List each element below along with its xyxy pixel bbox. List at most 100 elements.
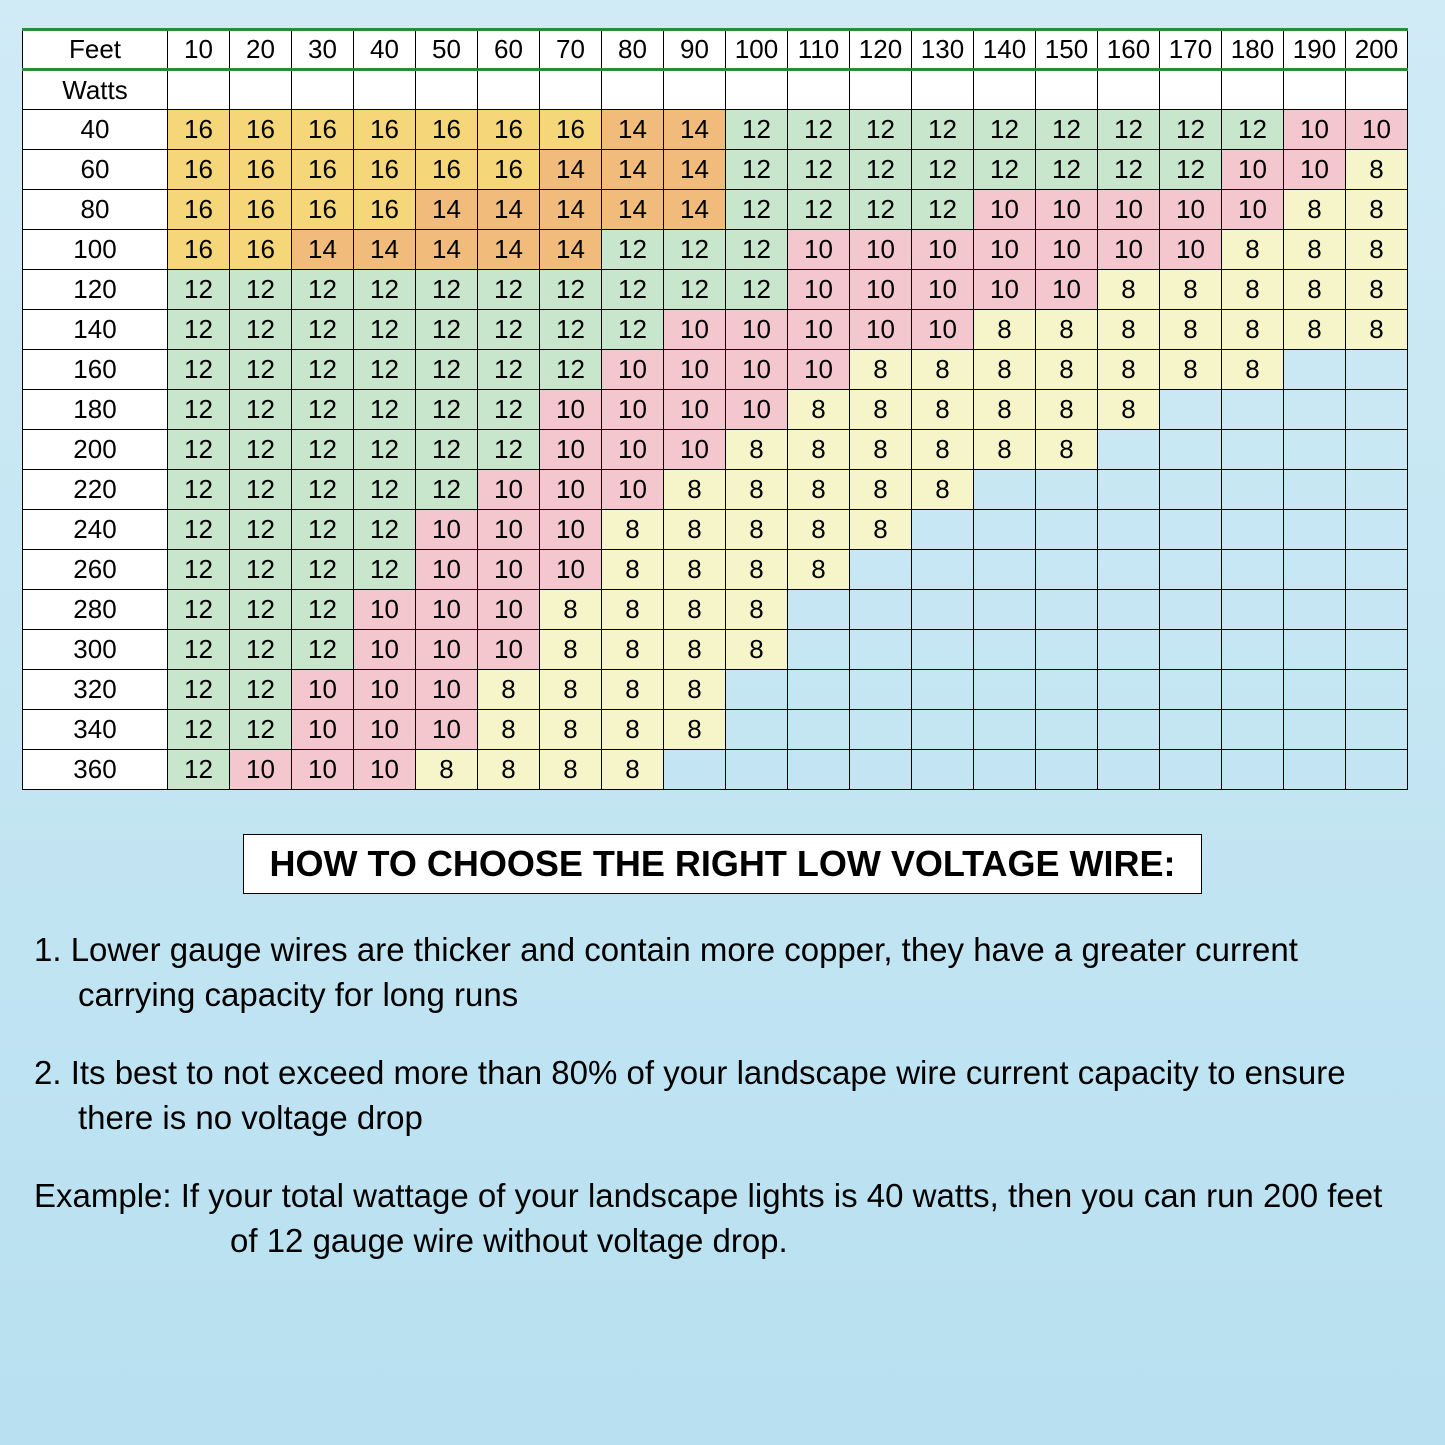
empty-cell — [1346, 670, 1408, 710]
gauge-cell: 12 — [478, 270, 540, 310]
gauge-cell: 12 — [478, 430, 540, 470]
feet-col-10: 10 — [168, 30, 230, 70]
gauge-cell: 10 — [354, 590, 416, 630]
gauge-cell: 8 — [1036, 310, 1098, 350]
empty-cell — [1160, 670, 1222, 710]
gauge-cell: 12 — [354, 350, 416, 390]
feet-col-60: 60 — [478, 30, 540, 70]
gauge-cell: 8 — [664, 630, 726, 670]
gauge-cell: 10 — [292, 750, 354, 790]
empty-cell — [1222, 710, 1284, 750]
gauge-cell: 10 — [850, 270, 912, 310]
gauge-cell: 8 — [912, 470, 974, 510]
gauge-cell: 16 — [354, 190, 416, 230]
watts-row-240: 240 — [23, 510, 168, 550]
gauge-cell: 8 — [664, 550, 726, 590]
watts-row-60: 60 — [23, 150, 168, 190]
gauge-cell: 8 — [726, 430, 788, 470]
gauge-cell: 8 — [602, 510, 664, 550]
gauge-cell: 14 — [602, 110, 664, 150]
blank-cell — [850, 70, 912, 110]
empty-cell — [788, 750, 850, 790]
empty-cell — [788, 590, 850, 630]
empty-cell — [1222, 430, 1284, 470]
gauge-cell: 12 — [168, 430, 230, 470]
empty-cell — [1222, 510, 1284, 550]
gauge-cell: 14 — [416, 230, 478, 270]
gauge-cell: 8 — [726, 550, 788, 590]
note-item-2: 2. Its best to not exceed more than 80% … — [34, 1051, 1411, 1140]
gauge-cell: 14 — [540, 230, 602, 270]
gauge-cell: 8 — [664, 510, 726, 550]
gauge-cell: 16 — [416, 150, 478, 190]
blank-cell — [540, 70, 602, 110]
gauge-cell: 8 — [974, 430, 1036, 470]
gauge-cell: 10 — [1222, 150, 1284, 190]
gauge-cell: 12 — [230, 390, 292, 430]
gauge-cell: 12 — [292, 270, 354, 310]
empty-cell — [974, 630, 1036, 670]
empty-cell — [850, 630, 912, 670]
gauge-cell: 12 — [664, 270, 726, 310]
gauge-cell: 12 — [230, 710, 292, 750]
blank-cell — [788, 70, 850, 110]
gauge-cell: 10 — [540, 430, 602, 470]
gauge-cell: 12 — [974, 150, 1036, 190]
gauge-cell: 8 — [1036, 390, 1098, 430]
gauge-cell: 12 — [1098, 110, 1160, 150]
empty-cell — [974, 510, 1036, 550]
blank-cell — [974, 70, 1036, 110]
gauge-cell: 16 — [168, 230, 230, 270]
gauge-cell: 8 — [726, 590, 788, 630]
gauge-cell: 8 — [602, 630, 664, 670]
gauge-cell: 12 — [354, 510, 416, 550]
gauge-cell: 8 — [726, 510, 788, 550]
gauge-cell: 10 — [974, 190, 1036, 230]
gauge-cell: 8 — [788, 550, 850, 590]
empty-cell — [1098, 470, 1160, 510]
empty-cell — [974, 710, 1036, 750]
gauge-cell: 14 — [540, 190, 602, 230]
feet-col-200: 200 — [1346, 30, 1408, 70]
gauge-cell: 10 — [788, 270, 850, 310]
empty-cell — [1222, 750, 1284, 790]
gauge-cell: 10 — [664, 430, 726, 470]
gauge-cell: 10 — [788, 310, 850, 350]
gauge-cell: 10 — [416, 590, 478, 630]
gauge-cell: 10 — [1284, 110, 1346, 150]
gauge-cell: 12 — [230, 310, 292, 350]
gauge-cell: 12 — [850, 110, 912, 150]
watts-row-80: 80 — [23, 190, 168, 230]
instructions-notes: 1. Lower gauge wires are thicker and con… — [22, 928, 1423, 1263]
gauge-cell: 12 — [292, 590, 354, 630]
gauge-cell: 10 — [416, 630, 478, 670]
gauge-cell: 12 — [354, 550, 416, 590]
gauge-cell: 8 — [664, 710, 726, 750]
note-example: Example: If your total wattage of your l… — [34, 1174, 1411, 1263]
blank-cell — [1222, 70, 1284, 110]
empty-cell — [1222, 390, 1284, 430]
empty-cell — [1098, 630, 1160, 670]
gauge-cell: 8 — [850, 350, 912, 390]
empty-cell — [1036, 750, 1098, 790]
gauge-cell: 10 — [1284, 150, 1346, 190]
gauge-cell: 8 — [1346, 230, 1408, 270]
gauge-cell: 12 — [1160, 150, 1222, 190]
gauge-cell: 16 — [168, 150, 230, 190]
empty-cell — [1160, 430, 1222, 470]
gauge-cell: 10 — [1346, 110, 1408, 150]
watts-row-260: 260 — [23, 550, 168, 590]
gauge-cell: 8 — [1346, 270, 1408, 310]
gauge-cell: 8 — [478, 750, 540, 790]
watts-row-280: 280 — [23, 590, 168, 630]
empty-cell — [1036, 630, 1098, 670]
empty-cell — [850, 710, 912, 750]
gauge-cell: 16 — [478, 150, 540, 190]
gauge-cell: 10 — [354, 710, 416, 750]
feet-col-130: 130 — [912, 30, 974, 70]
gauge-cell: 14 — [478, 190, 540, 230]
gauge-cell: 12 — [292, 430, 354, 470]
blank-cell — [1284, 70, 1346, 110]
gauge-cell: 8 — [726, 630, 788, 670]
feet-col-20: 20 — [230, 30, 292, 70]
